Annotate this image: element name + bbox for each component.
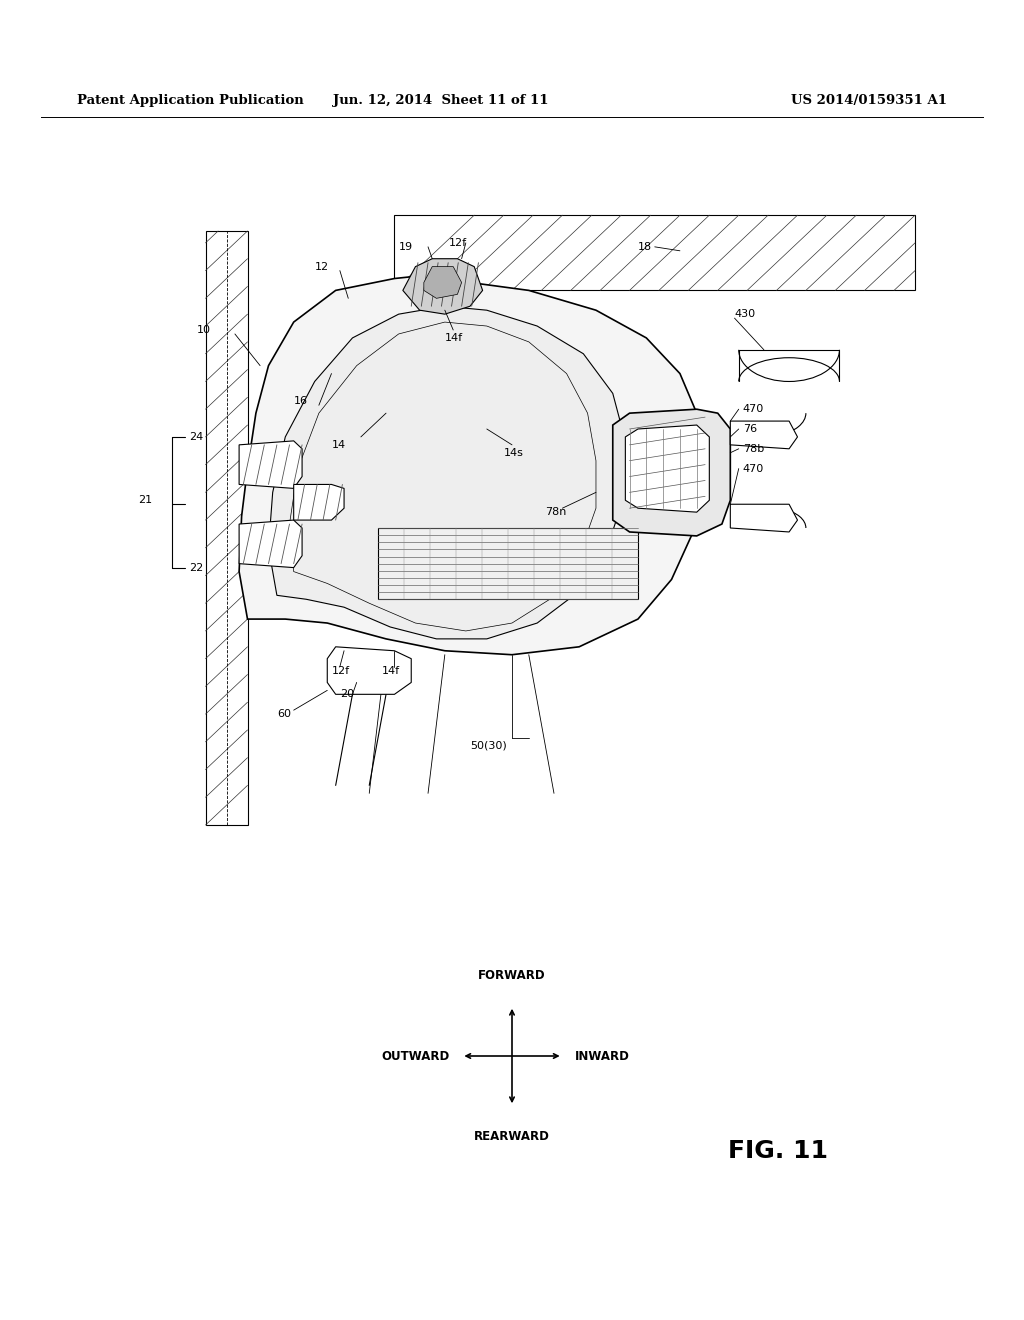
Text: 18: 18: [638, 242, 652, 252]
Text: 12f: 12f: [449, 238, 467, 248]
Text: 22: 22: [188, 562, 203, 573]
Text: INWARD: INWARD: [574, 1049, 630, 1063]
Text: 10: 10: [197, 325, 211, 335]
Text: 24: 24: [188, 432, 203, 442]
Text: 470: 470: [743, 404, 764, 414]
Text: 21: 21: [138, 495, 153, 506]
Polygon shape: [294, 484, 344, 520]
Text: 12: 12: [314, 261, 329, 272]
Text: 78b: 78b: [743, 444, 764, 454]
Polygon shape: [239, 275, 706, 655]
Text: US 2014/0159351 A1: US 2014/0159351 A1: [792, 94, 947, 107]
Text: Jun. 12, 2014  Sheet 11 of 11: Jun. 12, 2014 Sheet 11 of 11: [333, 94, 548, 107]
Text: 14f: 14f: [444, 333, 463, 343]
Text: 16: 16: [294, 396, 307, 407]
Text: OUTWARD: OUTWARD: [381, 1049, 450, 1063]
Polygon shape: [206, 231, 248, 825]
Polygon shape: [402, 259, 482, 314]
Polygon shape: [239, 520, 302, 568]
Polygon shape: [378, 528, 638, 599]
Polygon shape: [424, 267, 462, 298]
Text: 14f: 14f: [382, 665, 400, 676]
Polygon shape: [626, 425, 710, 512]
Text: 12f: 12f: [332, 665, 349, 676]
Polygon shape: [612, 409, 730, 536]
Text: 60: 60: [276, 709, 291, 719]
Text: REARWARD: REARWARD: [474, 1130, 550, 1143]
Polygon shape: [394, 215, 915, 290]
Text: 470: 470: [743, 463, 764, 474]
Polygon shape: [268, 306, 626, 639]
Text: 20: 20: [340, 689, 354, 700]
Polygon shape: [239, 441, 302, 488]
Text: FORWARD: FORWARD: [478, 969, 546, 982]
Polygon shape: [730, 504, 798, 532]
Text: 50(30): 50(30): [470, 741, 507, 751]
Text: 14s: 14s: [504, 447, 523, 458]
Polygon shape: [730, 421, 798, 449]
Text: 430: 430: [734, 309, 756, 319]
Text: Patent Application Publication: Patent Application Publication: [77, 94, 303, 107]
Polygon shape: [328, 647, 412, 694]
Text: 76: 76: [743, 424, 757, 434]
Text: 78n: 78n: [546, 507, 567, 517]
Text: 19: 19: [398, 242, 413, 252]
Text: 14: 14: [332, 440, 345, 450]
Text: FIG. 11: FIG. 11: [728, 1139, 828, 1163]
